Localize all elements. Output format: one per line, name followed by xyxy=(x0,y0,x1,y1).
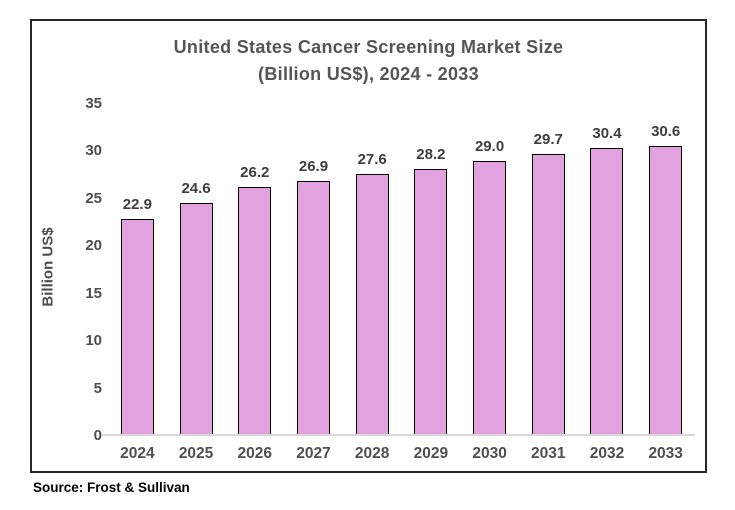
y-tick-label-5: 5 xyxy=(93,379,102,397)
y-tick-label-10: 10 xyxy=(85,332,102,350)
x-axis-label-2032: 2032 xyxy=(589,445,625,462)
x-axis-label-2033: 2033 xyxy=(648,445,683,462)
bar-slot-2031: 29.7 xyxy=(519,104,578,436)
bar-value-label-2029: 28.2 xyxy=(416,145,446,163)
source-note: Source: Frost & Sullivan xyxy=(33,480,190,495)
bar-slot-2033: 30.6 xyxy=(636,104,695,436)
bar-value-label-2027: 26.9 xyxy=(298,157,329,175)
chart-title-line-2: (Billion US$), 2024 - 2033 xyxy=(258,64,479,84)
bar-2024 xyxy=(120,218,154,436)
x-axis-label-2027: 2027 xyxy=(296,445,331,462)
bar-value-label-2025: 24.6 xyxy=(181,179,211,197)
x-axis-label-2031: 2031 xyxy=(531,445,566,462)
bar-value-label-2026: 26.2 xyxy=(240,164,270,182)
x-axis-label-2026: 2026 xyxy=(237,445,272,462)
y-tick-label-15: 15 xyxy=(85,284,102,302)
y-axis-title: Billion US$ xyxy=(39,227,57,307)
bar-2029 xyxy=(414,168,448,436)
bar-2033 xyxy=(649,145,683,436)
bar-slot-2030: 29.0 xyxy=(460,104,519,436)
bar-slot-2027: 26.9 xyxy=(284,104,343,436)
bar-value-label-2033: 30.6 xyxy=(651,122,681,140)
bar-2031 xyxy=(531,154,565,436)
bar-value-label-2032: 30.4 xyxy=(592,124,622,142)
y-axis-tick-labels: 0 5 10 15 20 25 30 35 xyxy=(60,95,102,444)
x-axis-label-2024: 2024 xyxy=(120,445,155,462)
bar-value-label-2024: 22.9 xyxy=(122,195,152,213)
x-axis-label-2029: 2029 xyxy=(413,445,449,462)
bar-2026 xyxy=(238,187,272,436)
chart-title: United States Cancer Screening Market Si… xyxy=(32,34,705,88)
bar-slot-2029: 28.2 xyxy=(402,104,461,436)
y-tick-label-20: 20 xyxy=(85,237,102,255)
chart-title-line-1: United States Cancer Screening Market Si… xyxy=(173,37,564,57)
y-tick-label-0: 0 xyxy=(93,427,102,444)
y-tick-label-30: 30 xyxy=(85,142,102,160)
bar-slot-2032: 30.4 xyxy=(578,104,637,436)
bar-slot-2024: 22.9 xyxy=(108,104,167,436)
plot-area: 22.9 24.6 26.2 26.9 27.6 28.2 29.0 29.7 30.4 30.6 xyxy=(108,104,695,436)
x-axis-labels: 2024 2025 2026 2027 2028 2029 2030 2031 2032 2033 xyxy=(108,445,695,463)
bar-2027 xyxy=(296,180,330,436)
bar-2028 xyxy=(355,174,389,436)
x-axis-line xyxy=(102,434,695,436)
bar-slot-2026: 26.2 xyxy=(225,104,284,436)
bar-2030 xyxy=(473,160,507,436)
y-tick-label-35: 35 xyxy=(85,95,102,112)
x-axis-label-2025: 2025 xyxy=(178,445,214,462)
x-axis-label-2030: 2030 xyxy=(472,445,507,462)
bar-value-label-2028: 27.6 xyxy=(357,151,387,169)
bar-slot-2025: 24.6 xyxy=(167,104,226,436)
bar-value-label-2031: 29.7 xyxy=(533,131,563,149)
y-tick-label-25: 25 xyxy=(85,189,102,207)
bar-value-label-2030: 29.0 xyxy=(474,137,505,155)
bar-2025 xyxy=(179,202,213,436)
bar-2032 xyxy=(590,147,624,436)
chart-frame: United States Cancer Screening Market Si… xyxy=(30,19,707,473)
x-axis-label-2028: 2028 xyxy=(354,445,390,462)
bar-slot-2028: 27.6 xyxy=(343,104,402,436)
